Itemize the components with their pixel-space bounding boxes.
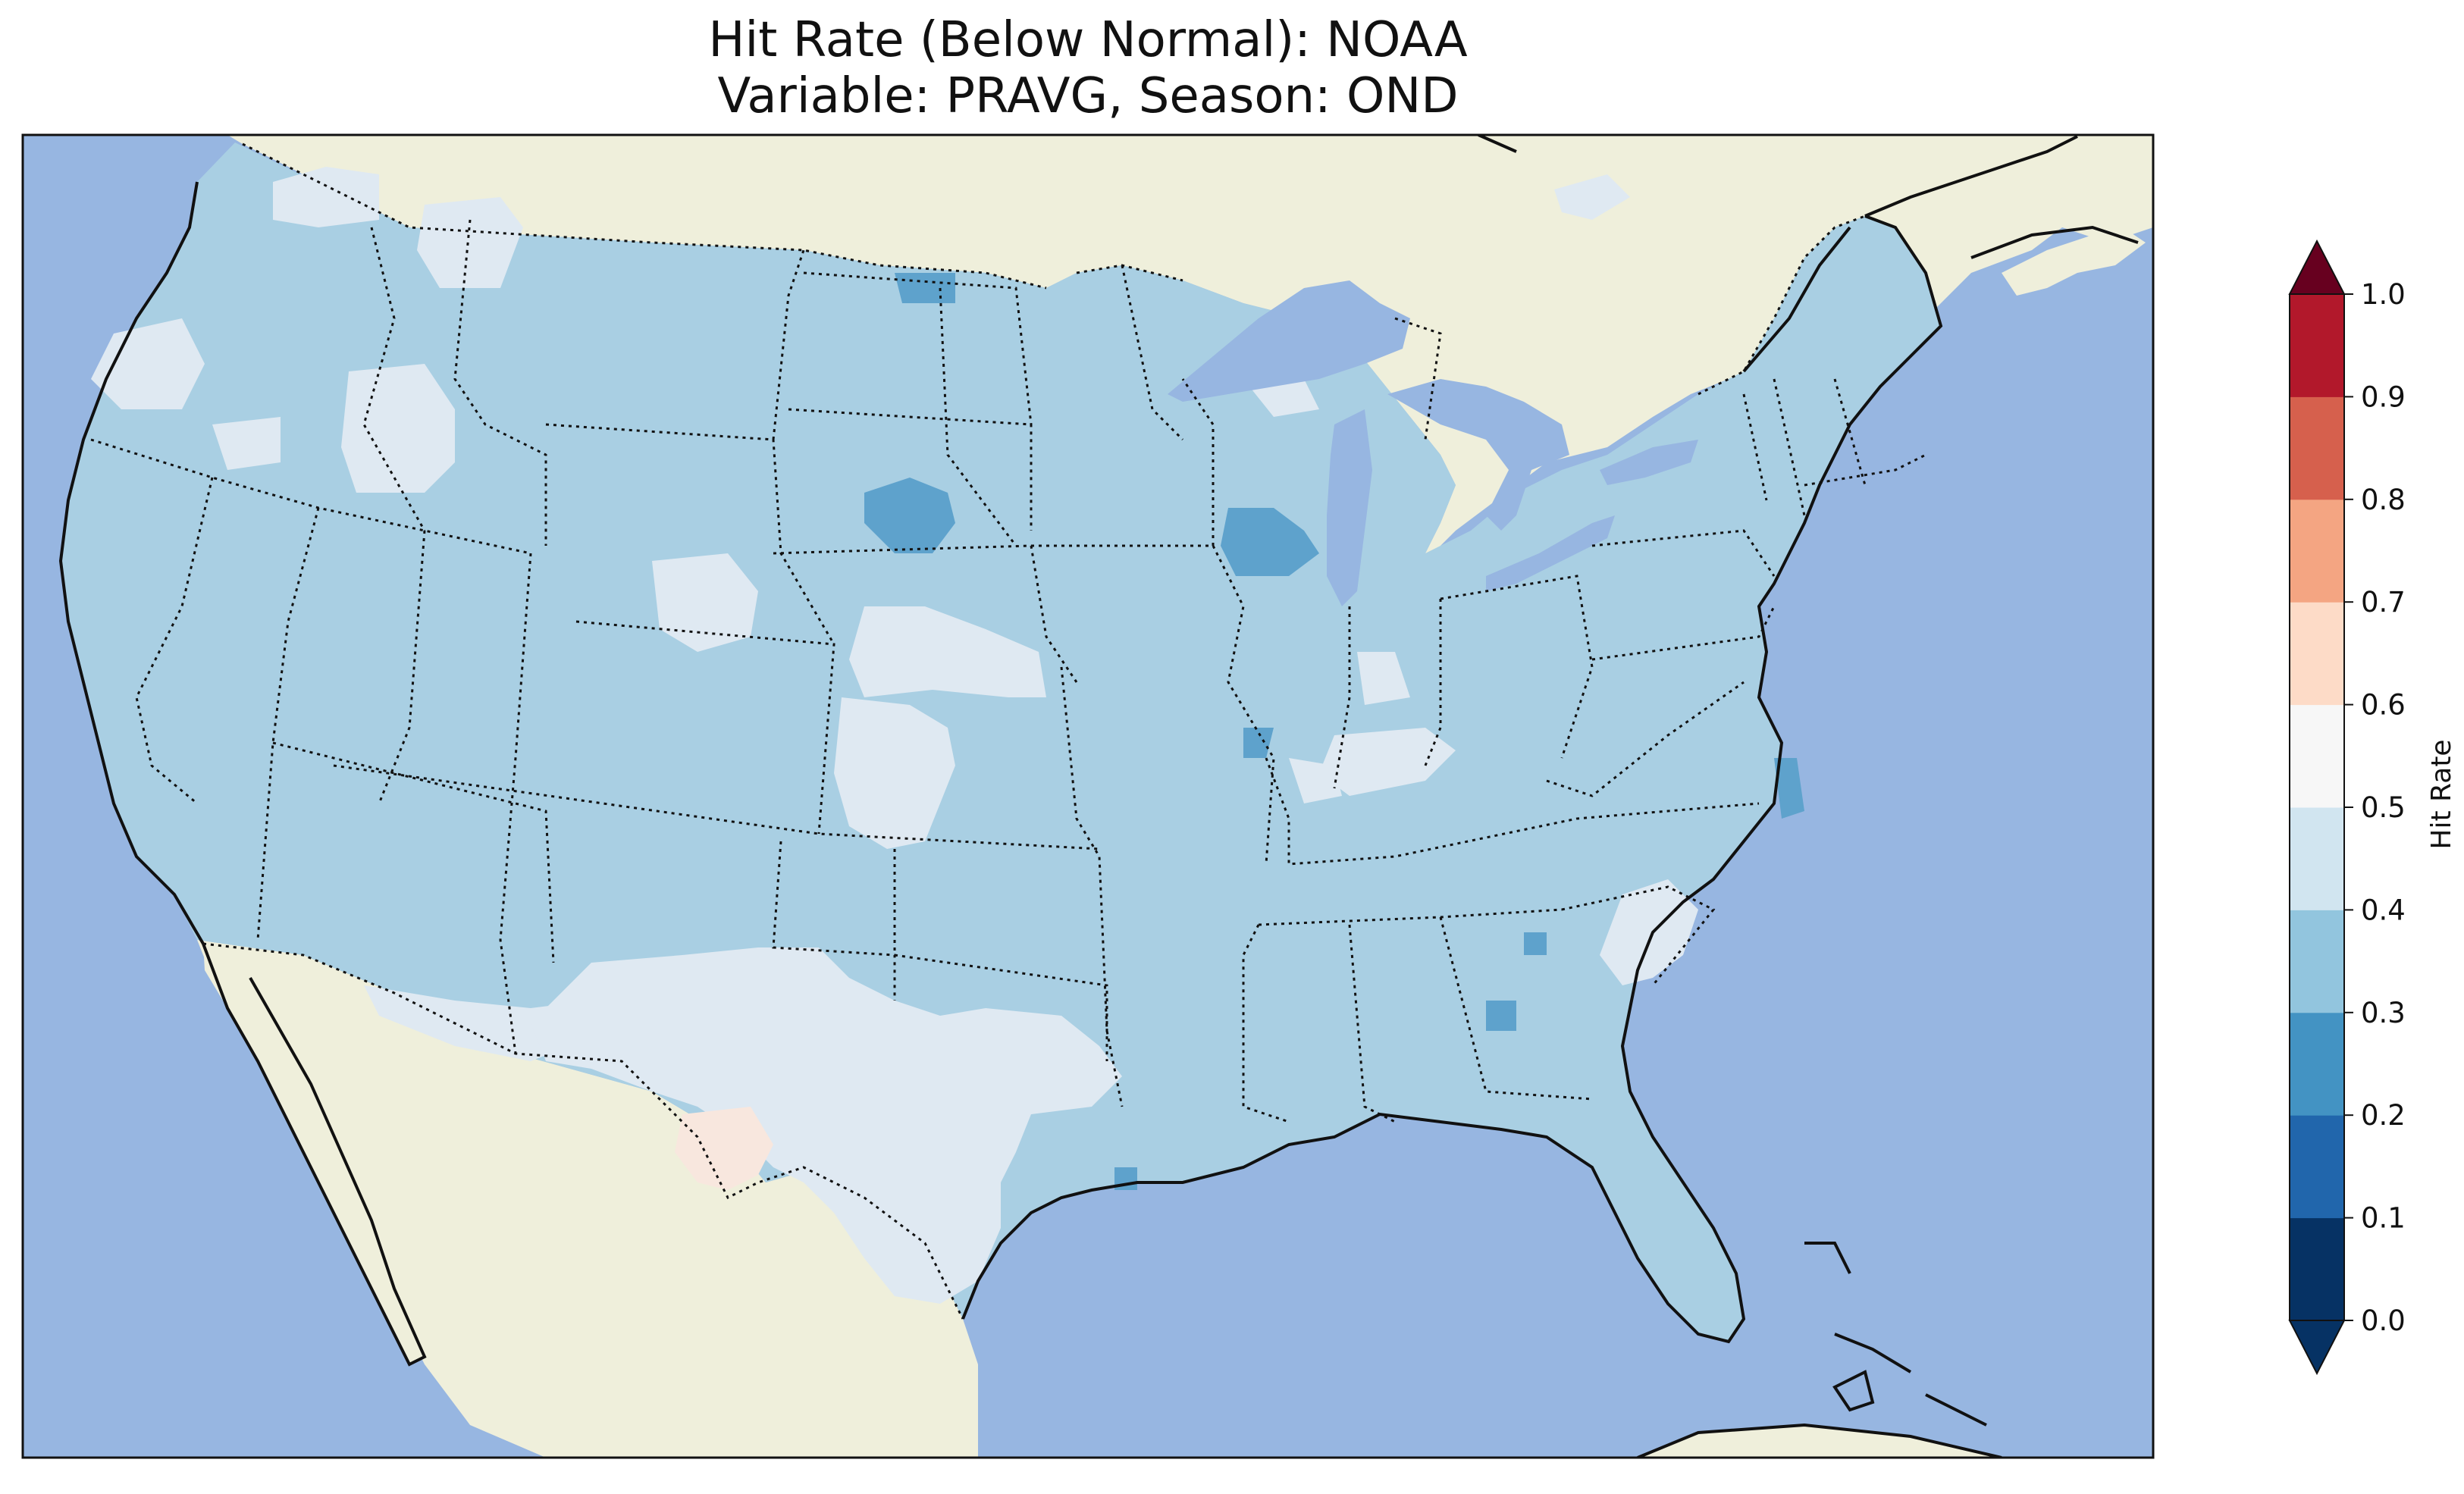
map-title: Hit Rate (Below Normal): NOAA Variable: … (23, 12, 2153, 124)
colorbar-tick-label: 0.2 (2361, 1099, 2406, 1132)
baja-land (203, 944, 425, 1364)
colorbar-segment (2290, 396, 2344, 500)
us-canada-border (242, 143, 1866, 396)
state-borders (90, 219, 1926, 1123)
colorbar-segment (2290, 1115, 2344, 1219)
coastlines (58, 135, 2139, 1458)
colorbar-tick-label: 0.3 (2361, 997, 2406, 1029)
maritimes-land (2002, 227, 2146, 296)
mexico-land (197, 940, 978, 1458)
colorbar-segment (2290, 602, 2344, 706)
map-panel (23, 135, 2153, 1458)
colorbar-tick-label: 0.9 (2361, 381, 2406, 413)
map-frame (21, 133, 2155, 1459)
cuba-land (1638, 1425, 2002, 1458)
great-lakes (1168, 280, 1698, 606)
colorbar-tick-label: 0.1 (2361, 1202, 2406, 1235)
hit-rate-0.5-0.6-region (675, 1107, 773, 1190)
colorbar-extend-max (2288, 239, 2346, 295)
title-line-2: Variable: PRAVG, Season: OND (717, 68, 1459, 124)
colorbar-segment (2290, 294, 2344, 397)
colorbar: 0.0 0.1 0.2 0.3 0.4 0.5 0.6 0.7 0.8 0.9 1.0 (2288, 239, 2406, 1376)
hit-rate-0.4-0.5-regions (91, 167, 1698, 1304)
colorbar-extend-min (2288, 1320, 2346, 1376)
colorbar-segment (2290, 499, 2344, 603)
colorbar-segment (2290, 704, 2344, 808)
colorbar-tick-label: 0.6 (2361, 689, 2406, 722)
us-mexico-border (202, 942, 964, 1320)
colorbar-tick-label: 0.8 (2361, 484, 2406, 516)
colorbar-tick-label: 0.4 (2361, 894, 2406, 926)
colorbar-label: Hit Rate (2426, 739, 2457, 849)
colorbar-segment (2290, 807, 2344, 910)
canada-land (227, 135, 2153, 553)
title-line-1: Hit Rate (Below Normal): NOAA (708, 12, 1468, 68)
colorbar-tick-label: 0.7 (2361, 586, 2406, 619)
hit-rate-0.2-0.3-regions (864, 273, 1804, 1190)
colorbar-tick-label: 1.0 (2361, 278, 2406, 311)
colorbar-segment (2290, 1012, 2344, 1116)
colorbar-tick-label: 0.0 (2361, 1305, 2406, 1337)
colorbar-segment (2290, 910, 2344, 1013)
colorbar-tick-label: 0.5 (2361, 791, 2406, 824)
colorbar-segment (2290, 1217, 2344, 1321)
